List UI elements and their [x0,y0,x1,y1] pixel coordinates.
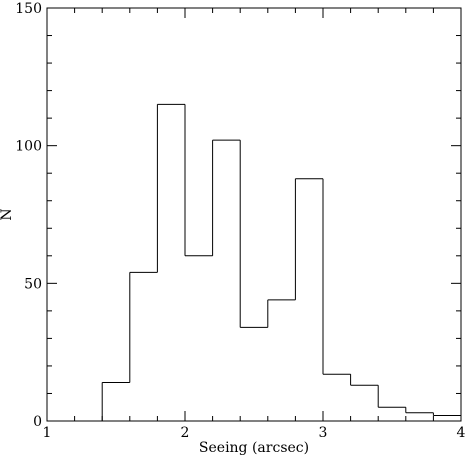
x-axis-label: Seeing (arcsec) [199,440,309,455]
plot-frame [46,7,462,422]
histogram-bars [47,103,462,422]
y-tick-label: 50 [24,276,42,292]
y-tick-label: 0 [33,414,42,430]
y-tick-label: 100 [15,139,42,155]
x-tick-label: 2 [181,425,190,441]
ticks-layer: 1 2 3 4 0 50 100 150 [15,1,465,441]
x-tick-label: 4 [457,425,466,441]
x-tick-label: 3 [319,425,328,441]
x-tick-label: 1 [43,425,52,441]
y-tick-label: 150 [15,1,42,17]
y-axis-label: N [0,208,15,220]
